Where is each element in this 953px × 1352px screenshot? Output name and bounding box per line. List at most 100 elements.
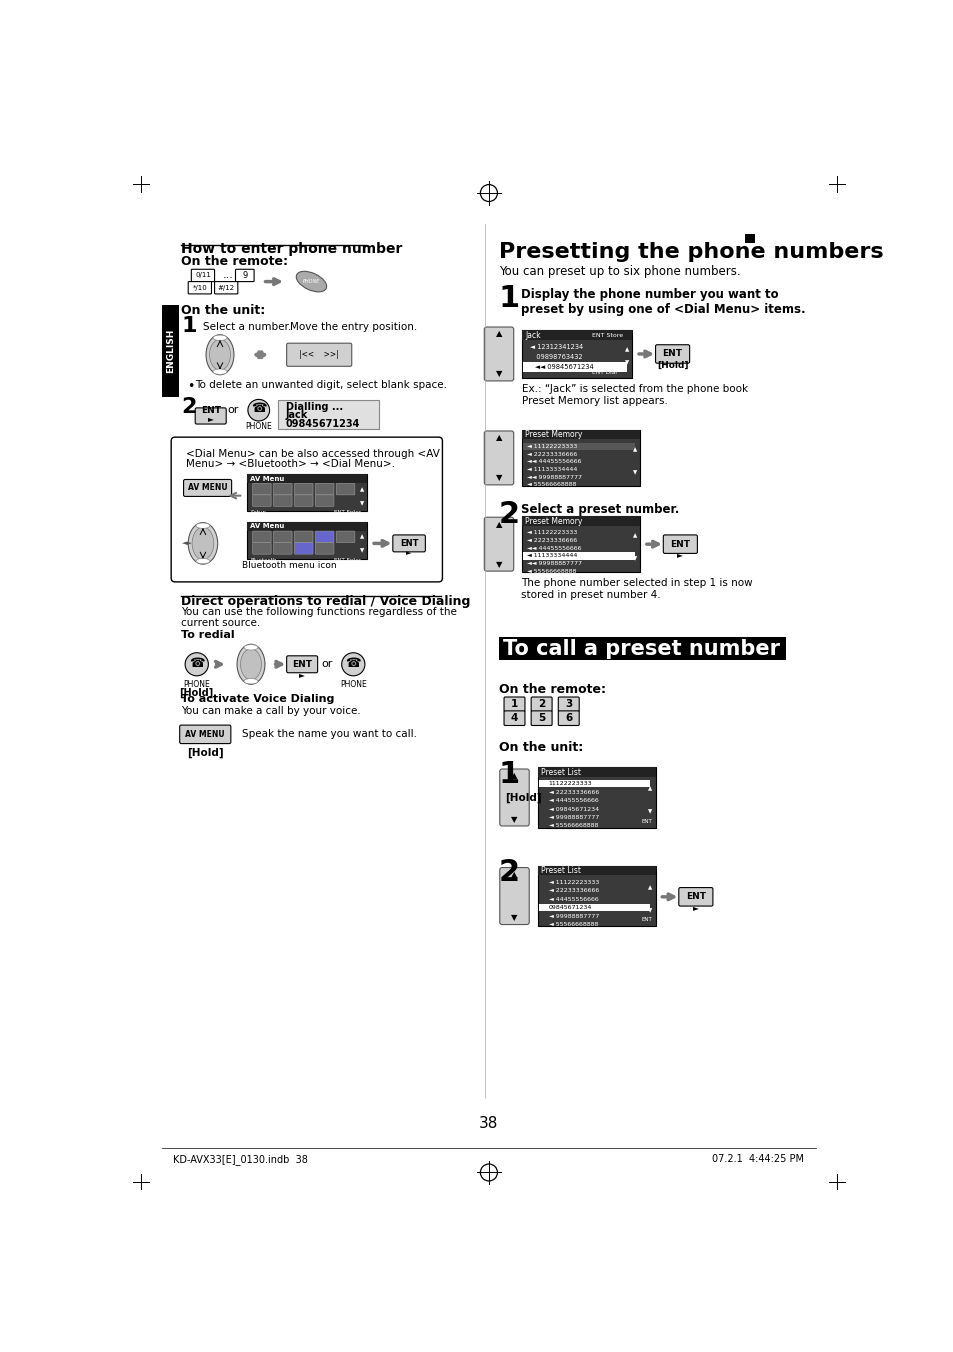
Text: PHONE: PHONE <box>245 422 272 431</box>
FancyBboxPatch shape <box>503 711 524 726</box>
Text: 3: 3 <box>564 699 572 710</box>
FancyBboxPatch shape <box>183 480 232 496</box>
Text: [Hold]: [Hold] <box>657 361 688 370</box>
FancyBboxPatch shape <box>253 542 271 554</box>
FancyBboxPatch shape <box>531 711 552 726</box>
Text: ▲: ▲ <box>632 533 637 538</box>
Bar <box>521 516 639 572</box>
Bar <box>744 234 754 243</box>
Text: PHONE: PHONE <box>339 680 366 688</box>
Text: ◄ 55566668888: ◄ 55566668888 <box>548 922 598 927</box>
Text: 2: 2 <box>181 397 196 416</box>
Text: ENT: ENT <box>641 917 652 922</box>
FancyBboxPatch shape <box>286 656 317 673</box>
Text: ◄ 12312341234: ◄ 12312341234 <box>530 343 582 350</box>
FancyBboxPatch shape <box>503 698 524 711</box>
Text: [Hold]: [Hold] <box>187 748 223 758</box>
Bar <box>521 516 639 526</box>
FancyBboxPatch shape <box>253 495 271 507</box>
Text: 1: 1 <box>498 760 519 788</box>
Text: Select a number.: Select a number. <box>203 322 291 331</box>
Text: ▲: ▲ <box>359 487 364 492</box>
Text: ◄ 09845671234: ◄ 09845671234 <box>548 807 598 811</box>
Text: ◄ 22233336666: ◄ 22233336666 <box>526 538 577 542</box>
Text: To activate Voice Dialing: To activate Voice Dialing <box>181 694 335 703</box>
Text: ▼: ▼ <box>647 909 652 913</box>
FancyBboxPatch shape <box>171 437 442 581</box>
Text: ▲: ▲ <box>647 787 652 791</box>
Text: ◄ 11133334444: ◄ 11133334444 <box>526 466 577 472</box>
FancyBboxPatch shape <box>315 531 334 542</box>
Text: ...: ... <box>222 270 233 280</box>
Text: |<<    >>|: |<< >>| <box>299 350 338 360</box>
Text: KD-AVX33[E]_0130.indb  38: KD-AVX33[E]_0130.indb 38 <box>173 1155 308 1165</box>
FancyBboxPatch shape <box>662 535 697 553</box>
FancyBboxPatch shape <box>315 542 334 554</box>
Bar <box>537 768 655 776</box>
Ellipse shape <box>213 335 227 341</box>
FancyBboxPatch shape <box>286 343 352 366</box>
Ellipse shape <box>236 645 265 684</box>
Ellipse shape <box>244 645 257 650</box>
Bar <box>521 430 639 439</box>
Text: ◄ 55566668888: ◄ 55566668888 <box>526 483 576 487</box>
Text: ◄ 22233336666: ◄ 22233336666 <box>548 790 598 795</box>
Text: ◄ 11122223333: ◄ 11122223333 <box>526 530 577 535</box>
Text: ◄ 55566668888: ◄ 55566668888 <box>548 823 598 829</box>
Bar <box>537 867 655 875</box>
Text: On the unit:: On the unit: <box>498 741 582 754</box>
Bar <box>537 780 649 787</box>
Text: ENT: ENT <box>662 349 682 358</box>
Text: AV Menu: AV Menu <box>250 523 284 530</box>
Text: ▼: ▼ <box>511 913 517 922</box>
FancyBboxPatch shape <box>179 725 231 744</box>
Text: ▼: ▼ <box>632 470 637 475</box>
Text: ENT Enter: ENT Enter <box>334 510 360 515</box>
Text: ▲: ▲ <box>496 519 501 529</box>
Text: ◄ 99988887777: ◄ 99988887777 <box>548 914 598 918</box>
Text: #/12: #/12 <box>217 285 234 291</box>
Text: ▲: ▲ <box>647 886 652 890</box>
FancyBboxPatch shape <box>335 483 355 495</box>
Text: Jack: Jack <box>525 331 540 339</box>
FancyBboxPatch shape <box>558 711 578 726</box>
Text: ▼: ▼ <box>496 473 501 483</box>
Ellipse shape <box>195 523 210 529</box>
Text: Preset Memory: Preset Memory <box>525 516 582 526</box>
Text: ◄ 99988887777: ◄ 99988887777 <box>548 815 598 821</box>
Text: ENT: ENT <box>685 892 705 902</box>
FancyBboxPatch shape <box>679 887 712 906</box>
Text: ENT: ENT <box>670 539 690 549</box>
Text: 09898763432: 09898763432 <box>530 354 582 360</box>
Text: To delete an unwanted digit, select blank space.: To delete an unwanted digit, select blan… <box>195 380 447 391</box>
Bar <box>498 637 785 660</box>
Bar <box>247 475 367 511</box>
Text: Direct operations to redial / Voice Dialing: Direct operations to redial / Voice Dial… <box>181 595 470 608</box>
Text: 0/11: 0/11 <box>194 273 211 279</box>
FancyBboxPatch shape <box>393 535 425 552</box>
Text: ENGLISH: ENGLISH <box>166 329 174 373</box>
Bar <box>522 552 634 560</box>
Text: ENT Enter: ENT Enter <box>334 558 360 562</box>
Text: ◄ 22233336666: ◄ 22233336666 <box>548 888 598 894</box>
Text: You can preset up to six phone numbers.: You can preset up to six phone numbers. <box>498 265 740 277</box>
Text: On the remote:: On the remote: <box>498 683 605 696</box>
Ellipse shape <box>213 369 227 375</box>
Bar <box>521 330 632 377</box>
Text: 6: 6 <box>564 714 572 723</box>
Text: 11122223333: 11122223333 <box>548 781 592 786</box>
Ellipse shape <box>210 339 231 370</box>
Text: 4: 4 <box>510 714 517 723</box>
Text: ▼: ▼ <box>496 560 501 569</box>
Text: 2: 2 <box>498 859 519 887</box>
FancyBboxPatch shape <box>294 531 313 542</box>
Text: ◄ 11133334444: ◄ 11133334444 <box>526 553 577 558</box>
FancyBboxPatch shape <box>335 531 355 542</box>
FancyBboxPatch shape <box>484 431 513 485</box>
Text: To redial: To redial <box>181 630 234 641</box>
Circle shape <box>248 399 270 420</box>
FancyBboxPatch shape <box>294 495 313 507</box>
Text: ►: ► <box>677 550 682 560</box>
Text: Jack: Jack <box>286 410 308 420</box>
FancyBboxPatch shape <box>499 769 529 826</box>
